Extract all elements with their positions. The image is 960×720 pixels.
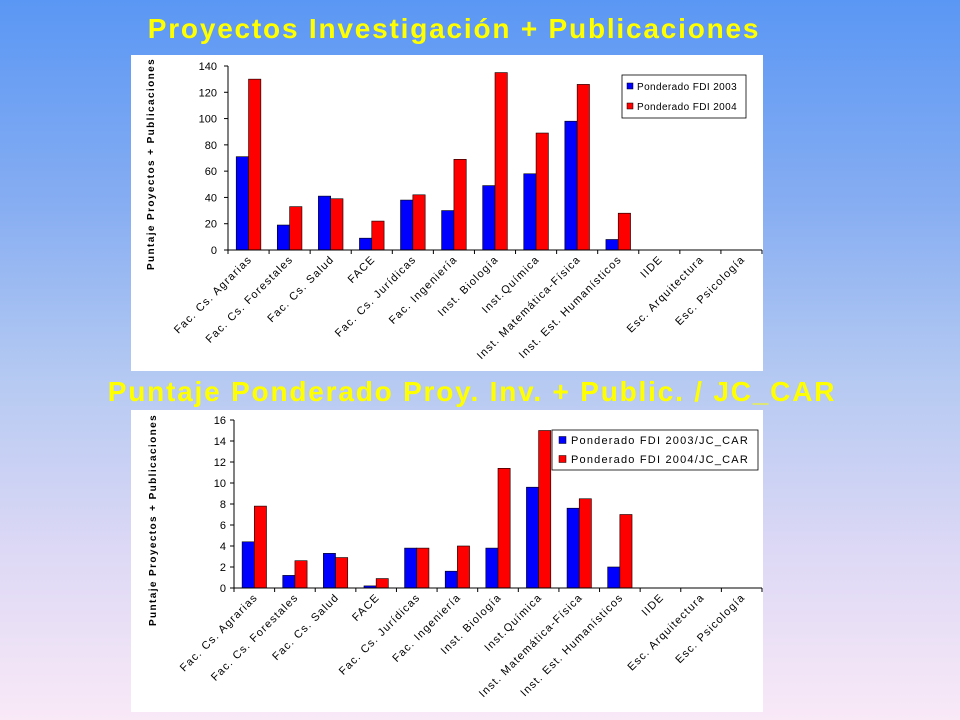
chart-2-bar-ponderado-fdi-2004-jc-car-fac-cs-salud [335, 557, 349, 589]
chart-1-y-tick-label-60: 60 [205, 166, 217, 178]
chart-1-bar-ponderado-fdi-2004-inst-est-humanisticos [617, 212, 631, 251]
chart-1-bar-chart: 0 20 40 60 80 100 120 140 Fac. Cs. Agrarias Fac. … [146, 58, 763, 362]
chart-2-bar-ponderado-fdi-2003-jc-car-inst-biologia [485, 547, 499, 589]
chart-2-title: Puntaje Ponderado Proy. Inv. + Public. /… [107, 376, 837, 407]
chart-2-x-label-iide: IIDE [640, 592, 667, 619]
chart-1-bar-ponderado-fdi-2004-fac-cs-forestales [289, 206, 303, 251]
chart-2-legend-label-ponderado-fdi-2004-jc-car: Ponderado FDI 2004/JC_CAR [571, 454, 749, 466]
chart-2-x-label-fac-cs-juridicas: Fac. Cs. Jurídicas [337, 592, 423, 678]
chart-2-x-label-esc-arquitectura: Esc. Arquitectura [626, 592, 708, 674]
chart-2-bar-ponderado-fdi-2004-jc-car-fac-cs-forestales [294, 560, 308, 589]
chart-1-y-tick-label-120: 120 [199, 87, 217, 99]
chart-1-x-label-esc-psicologia: Esc. Psicología [673, 254, 747, 328]
chart-2-y-axis-title: Puntaje Proyectos + Publicaciones [148, 414, 159, 626]
chart-1-bar-ponderado-fdi-2004-fac-cs-juridicas [412, 194, 426, 251]
chart-2-legend-box [551, 429, 759, 471]
chart-2-series-ponderado-fdi-2004-jc-car [254, 430, 633, 589]
chart-1-x-label-esc-arquitectura: Esc. Arquitectura [625, 254, 707, 336]
chart-1-bar-ponderado-fdi-2003-inst-biologia [482, 185, 496, 251]
chart-1-panel: 0 20 40 60 80 100 120 140 Fac. Cs. Agrarias Fac. … [131, 55, 763, 371]
chart-1-series-ponderado-fdi-2003 [235, 120, 619, 251]
chart-2-bar-ponderado-fdi-2004-jc-car-face [375, 578, 389, 589]
chart-1-bar-ponderado-fdi-2003-fac-cs-salud [318, 195, 331, 251]
chart-1-bar-ponderado-fdi-2004-fac-cs-salud [330, 198, 344, 251]
chart-1-x-label-fac-cs-agrarias: Fac. Cs. Agrarias [172, 254, 255, 337]
chart-1-x-label-iide: IIDE [638, 254, 665, 281]
chart-2-panel: 0 2 4 6 8 10 12 14 16 Fac. Cs. Agrarias Fac. Cs. F… [131, 410, 763, 712]
chart-1-series-ponderado-fdi-2004 [248, 72, 631, 251]
chart-2-x-label-fac-ingenieria: Fac. Ingeniería [390, 592, 463, 665]
chart-1-bar-ponderado-fdi-2003-inst-matematica-fisica [564, 120, 578, 251]
chart-2-bar-ponderado-fdi-2004-jc-car-fac-cs-juridicas [416, 547, 430, 589]
chart-1-legend: Ponderado FDI 2003 Ponderado FDI 2004 [621, 74, 747, 119]
chart-1-legend-label-ponderado-fdi-2004: Ponderado FDI 2004 [637, 102, 737, 113]
chart-2-legend-swatch-ponderado-fdi-2003-jc-car [558, 436, 567, 444]
chart-2-bar-ponderado-fdi-2004-jc-car-inst-quimica [538, 430, 552, 589]
chart-1-bar-ponderado-fdi-2003-fac-cs-juridicas [400, 199, 414, 251]
chart-1-legend-box [621, 74, 747, 119]
chart-1-bar-ponderado-fdi-2004-fac-ingenieria [453, 159, 467, 251]
chart-1-bar-ponderado-fdi-2003-fac-cs-agrarias [235, 156, 249, 251]
chart-1-y-axis-title: Puntaje Proyectos + Publicaciones [146, 58, 157, 270]
chart-2-bar-ponderado-fdi-2003-jc-car-inst-est-humanisticos [607, 566, 621, 589]
chart-1-bar-ponderado-fdi-2003-fac-ingenieria [441, 210, 455, 251]
chart-1-y-tick-label-80: 80 [205, 140, 217, 152]
chart-2-bar-ponderado-fdi-2003-jc-car-fac-cs-agrarias [241, 541, 255, 589]
chart-1-bar-ponderado-fdi-2004-inst-matematica-fisica [576, 84, 590, 251]
chart-1-legend-label-ponderado-fdi-2003: Ponderado FDI 2003 [637, 82, 737, 93]
chart-1-legend-swatch-ponderado-fdi-2004 [626, 102, 634, 110]
chart-2-y-tick-label-16: 16 [214, 415, 226, 427]
chart-1-y-tick-label-0: 0 [211, 245, 217, 257]
chart-2-y-tick-label-4: 4 [220, 541, 226, 553]
chart-2-bar-ponderado-fdi-2004-jc-car-fac-ingenieria [457, 545, 470, 589]
chart-2-bar-ponderado-fdi-2003-jc-car-inst-matematica-fisica [566, 507, 580, 589]
chart-1-y-tick-label-140: 140 [199, 61, 217, 73]
chart-1-bar-ponderado-fdi-2003-face [359, 237, 373, 251]
chart-2-bar-ponderado-fdi-2003-jc-car-fac-cs-forestales [282, 575, 296, 589]
chart-1-title: Proyectos Investigación + Publicaciones [147, 13, 761, 44]
chart-1-bar-ponderado-fdi-2004-inst-biologia [494, 72, 508, 251]
chart-2-bar-ponderado-fdi-2004-jc-car-inst-biologia [497, 467, 511, 589]
chart-2-y-tick-label-10: 10 [214, 478, 226, 490]
chart-2-y-tick-label-2: 2 [220, 562, 226, 574]
chart-1-y-tick-label-100: 100 [199, 114, 217, 126]
chart-2-y-tick-label-0: 0 [220, 583, 226, 595]
chart-1-legend-swatch-ponderado-fdi-2003 [626, 82, 634, 90]
chart-1-y-tick-label-20: 20 [205, 219, 217, 231]
chart-2-bar-ponderado-fdi-2003-jc-car-fac-ingenieria [444, 570, 458, 589]
chart-2-x-label-face: FACE [350, 592, 382, 624]
chart-1-bar-ponderado-fdi-2003-fac-cs-forestales [276, 224, 290, 251]
chart-2-bar-ponderado-fdi-2003-jc-car-fac-cs-salud [323, 553, 336, 589]
chart-2-y-tick-label-8: 8 [220, 499, 226, 511]
chart-2-y-tick-label-12: 12 [214, 457, 226, 469]
chart-2-bar-ponderado-fdi-2003-jc-car-fac-cs-juridicas [404, 547, 418, 589]
chart-1-x-label-fac-ingenieria: Fac. Ingeniería [387, 254, 460, 327]
chart-2-legend-swatch-ponderado-fdi-2004-jc-car [558, 455, 567, 463]
chart-2-x-label-fac-cs-agrarias: Fac. Cs. Agrarias [178, 592, 261, 675]
chart-2-bar-ponderado-fdi-2004-jc-car-inst-est-humanisticos [619, 514, 633, 589]
chart-2-legend: Ponderado FDI 2003/JC_CAR Ponderado FDI 2… [551, 429, 759, 471]
chart-2-bar-ponderado-fdi-2003-jc-car-inst-quimica [526, 486, 539, 589]
chart-2-bar-ponderado-fdi-2004-jc-car-fac-cs-agrarias [254, 505, 267, 589]
chart-1-x-label-face: FACE [346, 254, 378, 286]
chart-1-y-tick-label-40: 40 [205, 192, 217, 204]
chart-1-bar-ponderado-fdi-2004-face [371, 220, 385, 251]
chart-1-bar-ponderado-fdi-2004-inst-quimica [535, 132, 549, 251]
chart-2-y-tick-label-6: 6 [220, 520, 226, 532]
chart-2-x-label-esc-psicologia: Esc. Psicología [673, 592, 747, 666]
chart-2-y-tick-label-14: 14 [214, 436, 226, 448]
chart-2-bar-ponderado-fdi-2004-jc-car-inst-matematica-fisica [578, 498, 592, 589]
chart-1-x-label-fac-cs-juridicas: Fac. Cs. Jurídicas [333, 254, 419, 340]
chart-2-legend-label-ponderado-fdi-2003-jc-car: Ponderado FDI 2003/JC_CAR [571, 435, 749, 447]
chart-1-bar-ponderado-fdi-2004-fac-cs-agrarias [248, 78, 262, 251]
chart-1-bar-ponderado-fdi-2003-inst-est-humanisticos [605, 239, 619, 251]
chart-1-bar-ponderado-fdi-2003-inst-quimica [523, 173, 537, 251]
